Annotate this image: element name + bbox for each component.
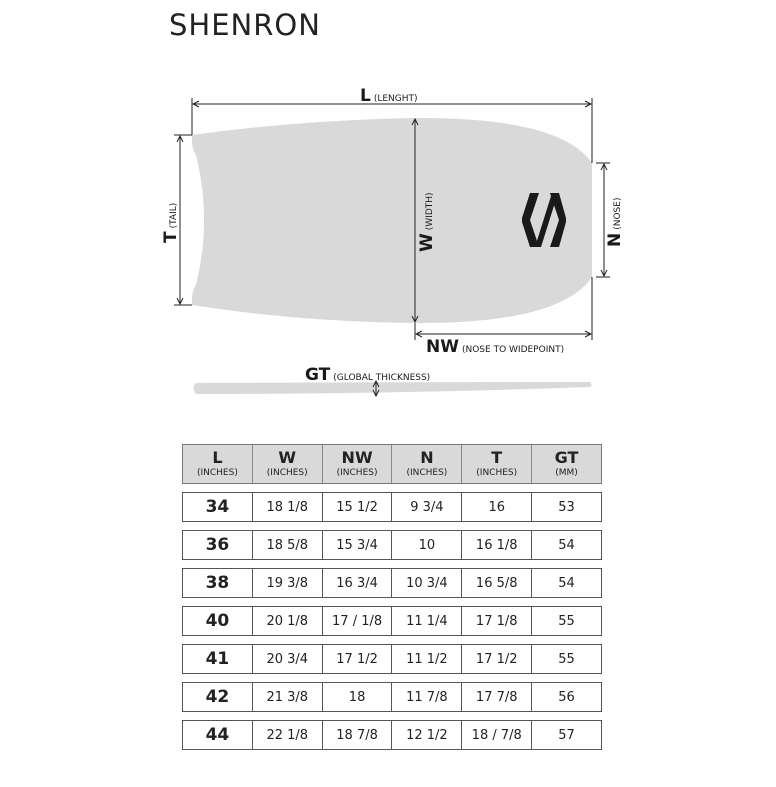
column-header: W (INCHES) <box>251 445 322 483</box>
tail-dimension <box>174 134 192 306</box>
table-cell: 44 <box>205 725 230 745</box>
shenron-logo-icon <box>522 193 566 247</box>
table-cell: 22 1/8 <box>251 721 322 749</box>
nose-label: N(NOSE) <box>605 198 625 247</box>
width-label: W(WIDTH) <box>417 192 437 252</box>
tail-label: T(TAIL) <box>161 203 181 243</box>
table-cell: 11 1/2 <box>391 645 461 673</box>
table-cell: 11 7/8 <box>391 683 461 711</box>
column-header: NW (INCHES) <box>321 445 392 483</box>
table-cell: 21 3/8 <box>251 683 322 711</box>
table-cell: 10 <box>391 531 461 559</box>
table-cell: 38 <box>205 573 230 593</box>
length-dimension <box>191 98 593 163</box>
table-row: 40 20 1/8 17 / 1/8 11 1/4 17 1/8 55 <box>182 606 602 636</box>
table-row: 38 19 3/8 16 3/4 10 3/4 16 5/8 54 <box>182 568 602 598</box>
length-label: L (LENGHT) <box>360 86 418 106</box>
nose-widepoint-dimension <box>414 277 593 340</box>
table-cell: 20 1/8 <box>251 607 322 635</box>
thickness-label: GT (GLOBAL THICKNESS) <box>305 365 430 385</box>
table-cell: 19 3/8 <box>251 569 322 597</box>
board-outline <box>191 117 593 324</box>
table-cell: 18 5/8 <box>251 531 322 559</box>
column-header-label: NW <box>341 448 373 467</box>
column-header: N (INCHES) <box>391 445 461 483</box>
table-cell: 55 <box>531 645 601 673</box>
table-header: L (INCHES) W (INCHES) NW (INCHES) N (INCHES) T (I… <box>182 444 602 484</box>
table-cell: 17 1/8 <box>461 607 531 635</box>
table-cell: 16 <box>461 493 531 521</box>
table-cell: 12 1/2 <box>391 721 461 749</box>
table-cell: 18 / 7/8 <box>461 721 531 749</box>
table-cell: 36 <box>205 535 230 555</box>
table-cell: 17 / 1/8 <box>321 607 392 635</box>
column-header-label: N <box>420 448 434 467</box>
table-row: 34 18 1/8 15 1/2 9 3/4 16 53 <box>182 492 602 522</box>
table-cell: 34 <box>205 497 230 517</box>
board-profile <box>193 382 592 394</box>
table-cell: 17 1/2 <box>321 645 392 673</box>
table-cell: 40 <box>205 611 230 631</box>
table-cell: 41 <box>205 649 230 669</box>
table-cell: 17 7/8 <box>461 683 531 711</box>
table-cell: 16 3/4 <box>321 569 392 597</box>
table-cell: 54 <box>531 569 601 597</box>
column-header-label: T <box>491 448 503 467</box>
board-diagram: L (LENGHT) T(TAIL) W(WIDTH) N(NOSE) NW (NO… <box>161 86 625 430</box>
column-header-unit: (INCHES) <box>336 468 378 478</box>
table-cell: 55 <box>531 607 601 635</box>
table-cell: 9 3/4 <box>391 493 461 521</box>
table-cell: 18 1/8 <box>251 493 322 521</box>
column-header: T (INCHES) <box>461 445 531 483</box>
page-title: SHENRON <box>169 8 321 42</box>
column-header-unit: (INCHES) <box>476 468 518 478</box>
table-cell: 16 5/8 <box>461 569 531 597</box>
column-header-label: W <box>278 448 297 467</box>
column-header-label: GT <box>554 448 579 467</box>
column-header-label: L <box>212 448 223 467</box>
table-cell: 20 3/4 <box>251 645 322 673</box>
table-cell: 10 3/4 <box>391 569 461 597</box>
table-cell: 11 1/4 <box>391 607 461 635</box>
table-cell: 53 <box>531 493 601 521</box>
size-table: L (INCHES) W (INCHES) NW (INCHES) N (INCHES) T (I… <box>182 444 602 758</box>
table-cell: 18 7/8 <box>321 721 392 749</box>
nose-dimension <box>596 162 610 278</box>
table-cell: 15 3/4 <box>321 531 392 559</box>
column-header: L (INCHES) <box>183 445 252 483</box>
table-cell: 57 <box>531 721 601 749</box>
table-cell: 56 <box>531 683 601 711</box>
table-cell: 54 <box>531 531 601 559</box>
nose-widepoint-label: NW (NOSE TO WIDEPOINT) <box>426 337 564 357</box>
column-header-unit: (INCHES) <box>406 468 448 478</box>
column-header-unit: (INCHES) <box>266 468 308 478</box>
table-cell: 42 <box>205 687 230 707</box>
table-row: 36 18 5/8 15 3/4 10 16 1/8 54 <box>182 530 602 560</box>
table-cell: 16 1/8 <box>461 531 531 559</box>
table-cell: 18 <box>321 683 392 711</box>
table-cell: 17 1/2 <box>461 645 531 673</box>
column-header-unit: (INCHES) <box>196 468 238 478</box>
table-row: 44 22 1/8 18 7/8 12 1/2 18 / 7/8 57 <box>182 720 602 750</box>
table-cell: 15 1/2 <box>321 493 392 521</box>
table-row: 42 21 3/8 18 11 7/8 17 7/8 56 <box>182 682 602 712</box>
column-header-unit: (MM) <box>555 468 578 478</box>
column-header: GT (MM) <box>531 445 601 483</box>
table-row: 41 20 3/4 17 1/2 11 1/2 17 1/2 55 <box>182 644 602 674</box>
